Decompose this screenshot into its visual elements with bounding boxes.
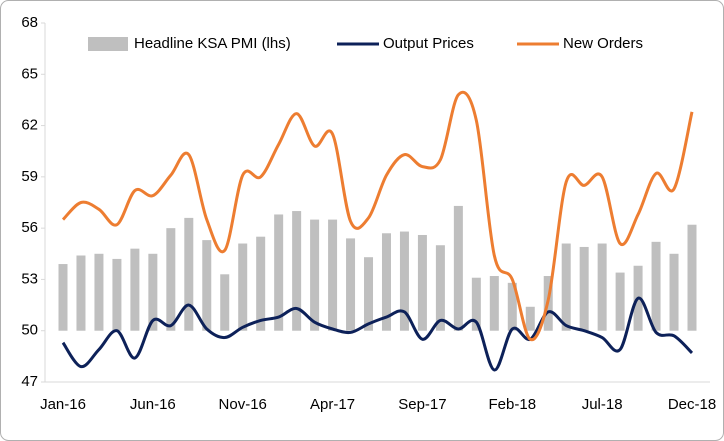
bar [561, 243, 571, 331]
bar [184, 217, 194, 331]
legend-swatch [88, 37, 128, 51]
y-tick-label: 62 [21, 117, 38, 134]
bar [238, 243, 248, 331]
bar [202, 240, 212, 331]
bar [130, 248, 140, 331]
bar [651, 241, 661, 331]
bar [669, 253, 679, 331]
line [61, 90, 694, 342]
x-tick-label: Nov-16 [219, 396, 267, 413]
bar [579, 246, 589, 331]
legend-label: Output Prices [383, 35, 474, 52]
y-tick-label: 59 [21, 168, 38, 185]
y-tick-label: 56 [21, 219, 38, 236]
bar [381, 233, 391, 331]
bar [94, 253, 104, 331]
x-tick-label: Sep-17 [398, 396, 446, 413]
y-tick-label: 65 [21, 65, 38, 82]
bar [148, 253, 158, 331]
x-tick-label: Feb-18 [489, 396, 537, 413]
x-tick-label: Jun-16 [130, 396, 176, 413]
bar [489, 276, 499, 331]
bar [346, 238, 356, 331]
bar [328, 219, 338, 331]
bar [507, 282, 517, 331]
bar [453, 205, 463, 331]
bar [112, 258, 122, 331]
y-tick-label: 53 [21, 270, 38, 287]
legend-label: Headline KSA PMI (lhs) [134, 35, 291, 52]
bar [166, 228, 176, 331]
x-tick-label: Jul-18 [582, 396, 623, 413]
y-tick-label: 47 [21, 373, 38, 390]
y-tick-label: 68 [21, 14, 38, 31]
bar [364, 257, 374, 331]
bar [417, 234, 427, 331]
x-tick-label: Dec-18 [668, 396, 716, 413]
bar [274, 214, 284, 331]
bar [76, 255, 86, 331]
legend-label: New Orders [563, 35, 643, 52]
bar [256, 236, 266, 331]
bar [471, 277, 481, 331]
bar [399, 231, 409, 331]
bar [220, 274, 230, 331]
bar [525, 306, 535, 331]
bar [292, 211, 302, 331]
bar [58, 264, 68, 331]
line [61, 296, 694, 372]
bar [435, 245, 445, 331]
y-tick-label: 50 [21, 322, 38, 339]
x-tick-label: Jan-16 [40, 396, 86, 413]
bar [687, 224, 697, 331]
bar [597, 243, 607, 331]
x-tick-label: Apr-17 [310, 396, 355, 413]
bar [615, 272, 625, 331]
bar [310, 219, 320, 331]
